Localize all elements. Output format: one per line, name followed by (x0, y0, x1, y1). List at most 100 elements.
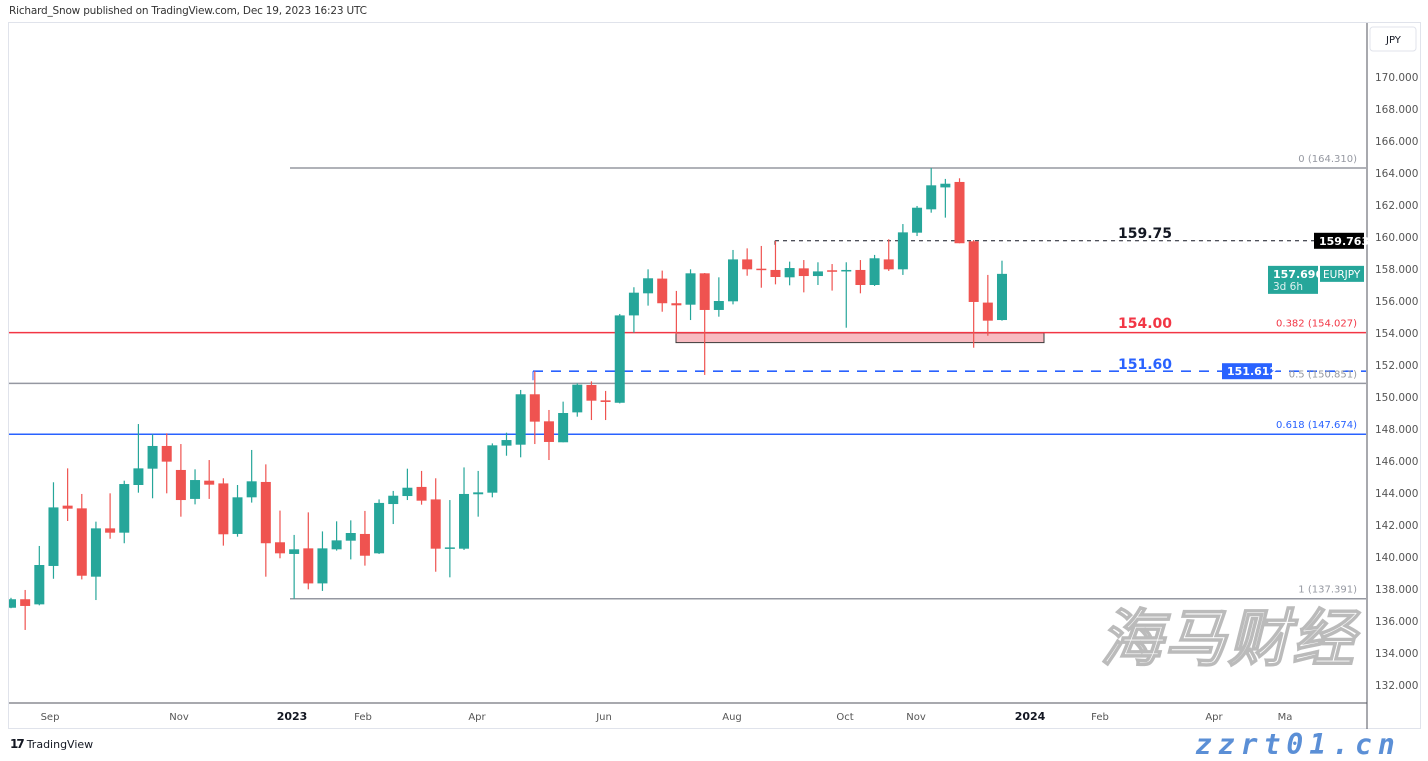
candle (543, 409, 554, 461)
price-tick: 138.000 (1375, 584, 1418, 596)
candle (90, 521, 101, 601)
candle-body (190, 480, 201, 499)
candle (982, 274, 993, 336)
candle (133, 424, 144, 493)
candle-body (331, 540, 342, 550)
candle-body (62, 505, 73, 509)
candle (444, 500, 455, 578)
candle (926, 168, 937, 213)
candle-body (996, 273, 1007, 321)
candle (34, 545, 45, 606)
price-tick: 166.000 (1375, 136, 1418, 148)
candle (812, 262, 823, 285)
last-price: 157.696 (1273, 268, 1323, 281)
candle-body (926, 185, 937, 210)
candle (912, 205, 923, 237)
candle (586, 381, 597, 421)
candle (996, 260, 1007, 321)
candle-body (558, 413, 569, 443)
publish-info: Richard_Snow published on TradingView.co… (9, 5, 367, 17)
candle-body (345, 533, 356, 541)
price-tick: 164.000 (1375, 168, 1418, 180)
price-tick: 156.000 (1375, 296, 1418, 308)
candle (728, 249, 739, 305)
fib-label-0.618: 0.618 (147.674) (1276, 420, 1357, 431)
currency-button (1369, 26, 1417, 52)
support-zone (675, 332, 1045, 344)
price-tick: 134.000 (1375, 648, 1418, 660)
candle-body (218, 483, 229, 535)
candle (274, 510, 285, 559)
candle-body (600, 400, 611, 402)
candle (529, 371, 540, 445)
candle (430, 478, 441, 572)
candle-body (572, 384, 583, 413)
candle-body (897, 232, 908, 270)
price-tick: 162.000 (1375, 200, 1418, 212)
price-tick: 160.000 (1375, 232, 1418, 244)
candle (855, 260, 866, 294)
candle (289, 534, 300, 599)
candle-body (728, 259, 739, 302)
candle (600, 390, 611, 421)
tradingview-brand[interactable]: TradingView (26, 737, 94, 751)
fib-label-0.382: 0.382 (154.027) (1276, 319, 1357, 330)
level-label-154.00: 154.00 (1118, 316, 1172, 332)
symbol-badge-bg (1320, 265, 1364, 282)
watermark-cn: 海马财经 (1099, 602, 1357, 675)
candle (260, 464, 271, 577)
candle-body (982, 302, 993, 321)
candle-body (699, 273, 710, 310)
candle-body (303, 548, 314, 584)
time-tick: Nov (906, 712, 926, 723)
candle (756, 245, 767, 288)
candle (628, 287, 639, 333)
candle-body (105, 528, 116, 533)
price-tick: 132.000 (1375, 680, 1418, 692)
price-tick: 168.000 (1375, 104, 1418, 116)
candle (940, 178, 951, 218)
time-tick: Nov (169, 712, 189, 723)
candle (317, 531, 328, 591)
candle (232, 485, 243, 537)
time-tick: Aug (722, 712, 742, 723)
candle-body (827, 270, 838, 272)
candle (76, 493, 87, 580)
level-label-151.60: 151.60 (1118, 357, 1172, 373)
candle-body (161, 445, 172, 462)
candle-body (657, 278, 668, 304)
last-price-badge-bg (1268, 265, 1318, 294)
candle (671, 290, 682, 335)
candle (657, 270, 668, 312)
tradingview-logo-icon[interactable]: 17 (10, 737, 25, 751)
candle (359, 510, 370, 566)
candle (501, 432, 512, 456)
candle (459, 467, 470, 550)
candle (572, 383, 583, 417)
time-tick: Apr (1205, 712, 1223, 723)
candle-body (798, 268, 809, 277)
candle (48, 482, 59, 579)
candle-body (246, 481, 257, 498)
time-tick: Sep (41, 712, 60, 723)
candle (9, 597, 16, 609)
candle-body (586, 385, 597, 401)
currency-label: JPY (1385, 35, 1402, 46)
price-tick: 150.000 (1375, 392, 1418, 404)
candle (487, 443, 498, 498)
candle-body (883, 259, 894, 270)
candle-body (260, 481, 271, 544)
symbol-badge: EURJPY (1323, 269, 1361, 281)
candle-body (90, 528, 101, 577)
candle (685, 269, 696, 321)
candle-body (628, 292, 639, 316)
candle-body (359, 533, 370, 556)
candle (204, 460, 215, 499)
candle-body (416, 486, 427, 501)
candle (770, 240, 781, 285)
candle-body (289, 549, 300, 554)
fib-label-0.5: 0.5 (150.851) (1289, 369, 1357, 380)
price-tick: 148.000 (1375, 424, 1418, 436)
chart-pane (9, 167, 1366, 630)
